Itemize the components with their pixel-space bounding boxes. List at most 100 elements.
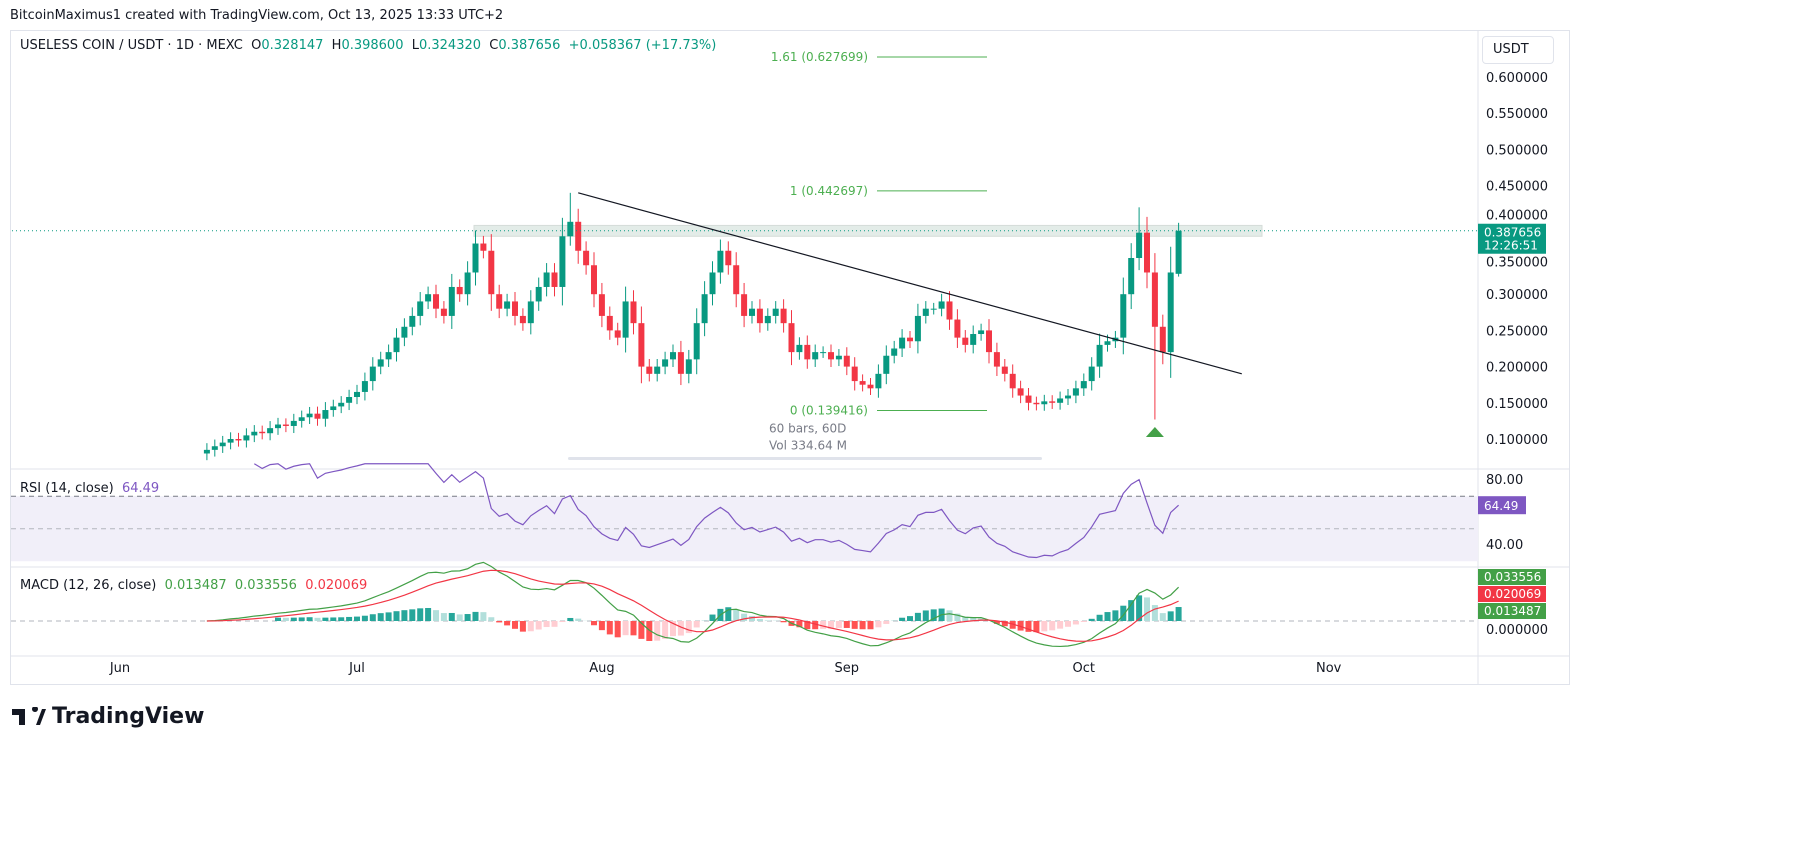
y-tick-label: 0.100000: [1486, 433, 1548, 448]
high-label: H: [331, 38, 342, 53]
macd-histogram-bar: [1128, 600, 1135, 621]
candle-up: [464, 272, 471, 295]
candle-down: [433, 294, 439, 309]
candle-up: [970, 334, 977, 345]
candle-down: [828, 352, 834, 360]
candle-up: [219, 442, 226, 447]
candle-up: [1104, 341, 1111, 345]
macd-histogram-bar: [843, 621, 850, 628]
macd-histogram-bar: [306, 617, 313, 621]
candle-up: [1120, 294, 1127, 338]
candle-up: [472, 243, 479, 273]
macd-histogram-bar: [764, 620, 771, 621]
candles: [203, 192, 1182, 461]
candle-down: [512, 301, 518, 316]
candle-down: [788, 323, 795, 353]
candle-down: [496, 294, 503, 309]
macd-histogram-bar: [835, 621, 842, 628]
macd-histogram-bar: [883, 621, 890, 624]
candle-down: [677, 352, 684, 374]
macd-histogram-bar: [417, 608, 424, 621]
close-label: C: [489, 38, 499, 53]
candle-up: [670, 352, 676, 360]
macd-histogram-bar: [1049, 621, 1056, 631]
macd-histogram-bar: [519, 621, 526, 632]
candle-down: [725, 250, 732, 266]
macd-value-badge: [1478, 603, 1546, 619]
candle-up: [796, 344, 803, 353]
candle-up: [385, 352, 392, 360]
candle-down: [614, 330, 621, 338]
candle-up: [654, 366, 661, 374]
horizontal-scrollbar[interactable]: [568, 457, 1042, 460]
y-tick-label: 0.150000: [1486, 397, 1548, 412]
macd-histogram-bar: [377, 613, 384, 621]
macd-histogram-bar: [1025, 621, 1032, 632]
macd-histogram-bar: [1065, 621, 1071, 627]
candle-up: [978, 330, 985, 335]
candle-up: [401, 326, 408, 338]
macd-histogram-bar: [922, 610, 929, 621]
candle-up: [1088, 366, 1095, 382]
candle-down: [859, 381, 866, 385]
candle-up: [693, 323, 700, 360]
chart-frame[interactable]: [10, 30, 1570, 685]
y-tick-label: 0.350000: [1486, 256, 1548, 271]
rsi-legend: RSI (14, close) 64.49: [20, 481, 159, 496]
macd-histogram-bar: [638, 621, 645, 639]
macd-signal-line: [206, 569, 1179, 642]
candle-down: [1151, 272, 1158, 327]
tradingview-logo[interactable]: TradingView: [12, 704, 204, 729]
macd-histogram-bar: [282, 617, 289, 621]
candle-down: [591, 265, 597, 295]
macd-hist-value: 0.013487: [164, 578, 227, 593]
candle-up: [267, 428, 274, 434]
candle-up: [914, 315, 921, 342]
candle-up: [290, 420, 297, 426]
macd-histogram-bar: [448, 612, 455, 621]
macd-histogram-bar: [298, 617, 305, 621]
macd-histogram-bar: [670, 621, 676, 637]
macd-histogram-bar: [575, 618, 582, 621]
candle-up: [354, 391, 360, 398]
candle-up: [393, 337, 400, 353]
y-tick-label: 0.200000: [1486, 361, 1548, 376]
macd-histogram-bar: [543, 621, 550, 628]
y-tick-label: 0.450000: [1486, 180, 1548, 195]
candle-up: [527, 301, 534, 324]
candle-down: [1001, 366, 1008, 374]
macd-histogram-bar: [1072, 621, 1079, 625]
range-volume-label: Vol 334.64 M: [769, 438, 847, 452]
macd-histogram-bar: [480, 612, 487, 621]
candle-up: [812, 352, 819, 360]
macd-histogram-bar: [385, 612, 392, 621]
x-tick-label: Aug: [589, 661, 614, 676]
rsi-tick-label: 40.00: [1486, 538, 1523, 553]
candle-down: [843, 355, 850, 367]
candle-up: [1072, 388, 1079, 396]
candle-up: [535, 286, 542, 302]
macd-histogram-bar: [993, 621, 1000, 624]
macd-histogram-bar: [1033, 621, 1040, 633]
currency-button[interactable]: USDT: [1482, 36, 1554, 64]
fib-level-label: 0 (0.139416): [790, 403, 868, 417]
x-tick-label: Jul: [348, 661, 365, 676]
candle-up: [417, 301, 424, 316]
macd-histogram-bar: [472, 611, 479, 621]
macd-zero-label: 0.000000: [1486, 623, 1548, 638]
candle-up: [772, 308, 779, 316]
candle-down: [946, 301, 953, 320]
candle-up: [543, 272, 550, 287]
symbol-name[interactable]: USELESS COIN / USDT · 1D · MEXC: [20, 38, 243, 53]
macd-legend: MACD (12, 26, close) 0.013487 0.033556 0…: [20, 578, 367, 593]
candle-down: [630, 301, 637, 324]
candle-up: [330, 406, 337, 411]
candle-up: [243, 435, 250, 441]
candle-up: [820, 352, 827, 354]
macd-histogram-bar: [346, 616, 353, 621]
candle-up: [227, 439, 234, 443]
macd-histogram-bar: [970, 617, 977, 621]
range-bars-label: 60 bars, 60D: [769, 421, 846, 435]
macd-histogram-bar: [567, 617, 574, 621]
